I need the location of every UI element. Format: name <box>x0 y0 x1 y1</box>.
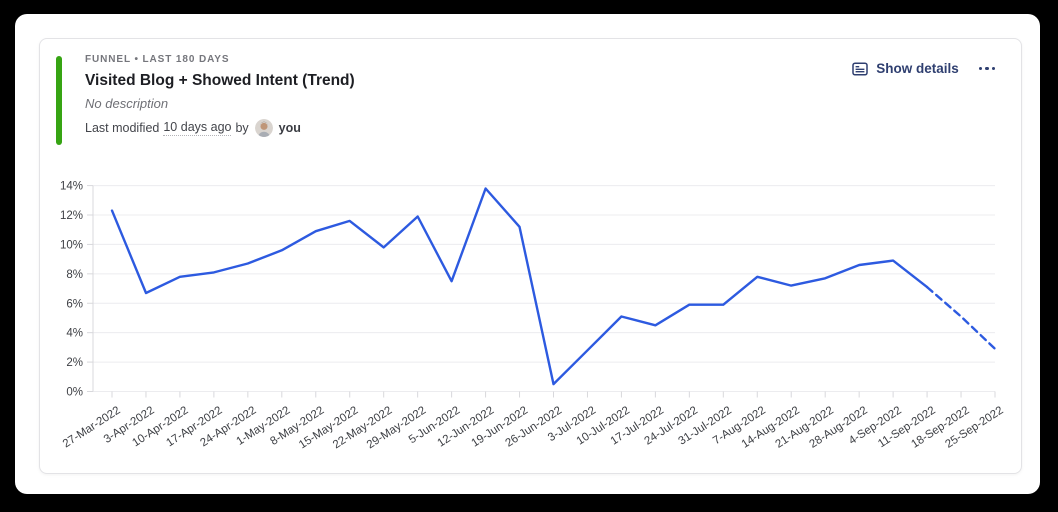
accent-bar <box>56 56 62 145</box>
author-name: you <box>278 121 301 135</box>
card-header: FUNNEL • LAST 180 DAYS Visited Blog + Sh… <box>85 54 355 137</box>
more-options-button[interactable] <box>977 63 997 74</box>
card-actions: Show details <box>852 61 997 76</box>
card-description: No description <box>85 96 169 111</box>
ellipsis-icon <box>978 66 995 71</box>
y-tick-label: 8% <box>66 269 83 281</box>
y-tick-label: 2% <box>66 357 83 369</box>
card-title[interactable]: Visited Blog + Showed Intent (Trend) <box>85 72 355 89</box>
y-tick-label: 14% <box>60 181 83 193</box>
last-modified-row: Last modified 10 days ago by you <box>85 119 355 137</box>
y-tick-label: 6% <box>66 298 83 310</box>
last-modified-time[interactable]: 10 days ago <box>163 120 232 136</box>
avatar-image <box>254 119 273 137</box>
trend-line-forecast[interactable] <box>925 285 997 350</box>
last-modified-label: Last modified <box>85 121 160 135</box>
y-tick-label: 12% <box>60 210 83 222</box>
card-kicker: FUNNEL • LAST 180 DAYS <box>85 54 230 65</box>
trend-chart[interactable]: 0% 2% 4% 6% 8% 10% 12% 14% 27-Mar-2022 3-Apr-2022… <box>40 169 1023 469</box>
details-panel-icon <box>852 61 869 76</box>
last-modified-connector: by <box>235 121 249 135</box>
y-tick-label: 0% <box>66 387 83 399</box>
trend-line[interactable] <box>110 187 929 386</box>
show-details-button[interactable]: Show details <box>852 61 959 76</box>
page-background: FUNNEL • LAST 180 DAYS Visited Blog + Sh… <box>15 14 1040 494</box>
y-tick-label: 4% <box>66 328 83 340</box>
trend-chart-svg[interactable]: 0%2%4%6%8%10%12%14%27-Mar-20223-Apr-2022… <box>40 169 1023 469</box>
show-details-label: Show details <box>876 61 959 76</box>
user-avatar <box>254 119 273 137</box>
y-tick-label: 10% <box>60 239 83 251</box>
funnel-card: FUNNEL • LAST 180 DAYS Visited Blog + Sh… <box>39 38 1022 474</box>
